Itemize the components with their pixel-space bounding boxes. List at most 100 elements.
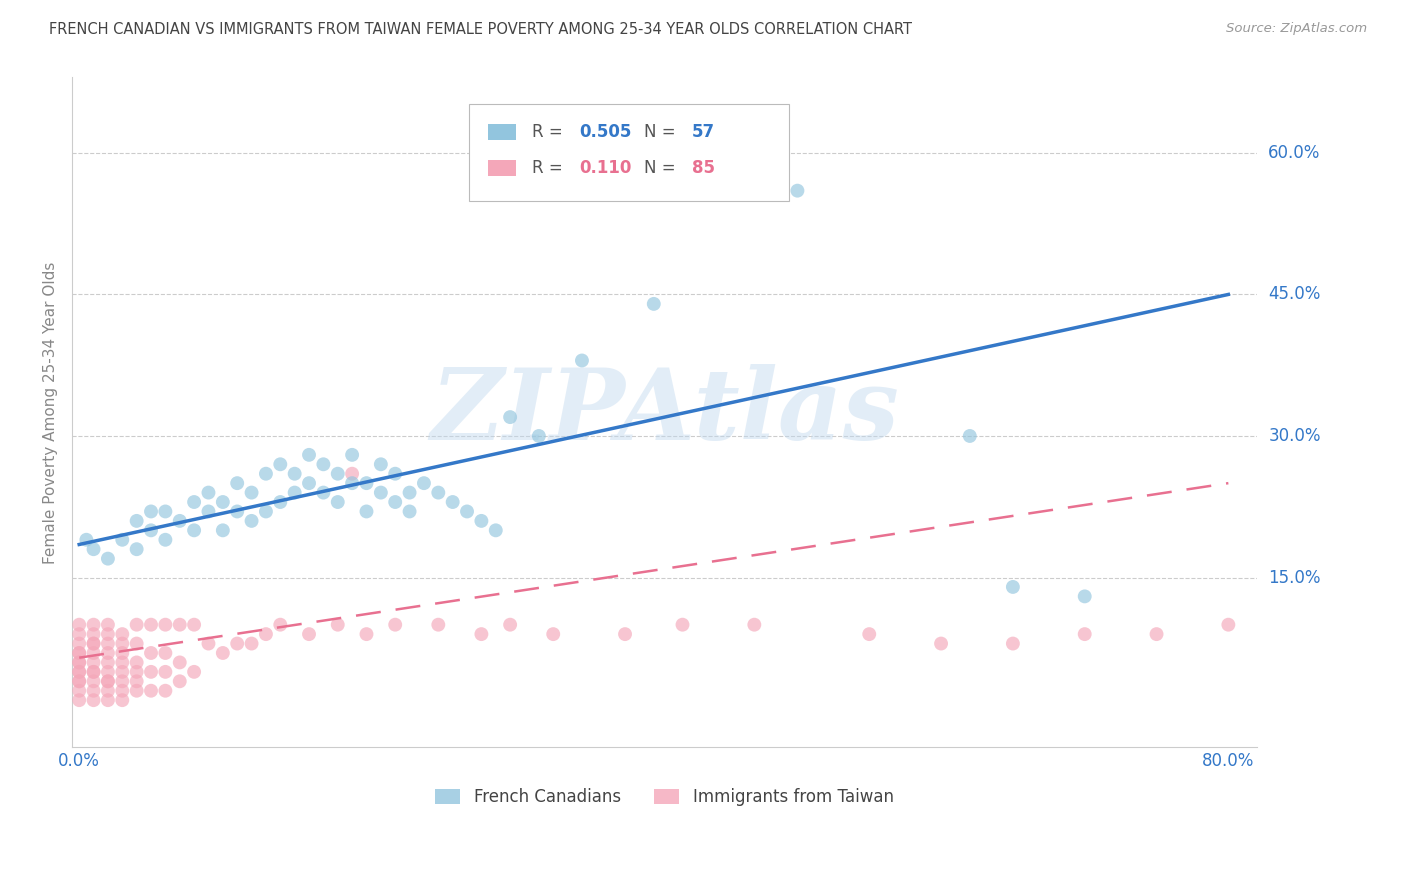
Point	[671, 617, 693, 632]
Point	[269, 457, 291, 471]
Point	[254, 467, 277, 481]
Point	[485, 524, 508, 538]
Point	[929, 636, 952, 650]
Point	[197, 636, 219, 650]
Point	[83, 617, 105, 632]
Point	[67, 617, 90, 632]
Point	[169, 617, 191, 632]
Point	[125, 542, 148, 557]
Point	[456, 504, 478, 518]
Point	[97, 636, 120, 650]
Point	[97, 674, 120, 689]
Point	[298, 476, 321, 491]
Point	[240, 636, 263, 650]
Point	[155, 683, 177, 698]
Text: FRENCH CANADIAN VS IMMIGRANTS FROM TAIWAN FEMALE POVERTY AMONG 25-34 YEAR OLDS C: FRENCH CANADIAN VS IMMIGRANTS FROM TAIWA…	[49, 22, 912, 37]
Point	[1001, 636, 1024, 650]
Point	[83, 665, 105, 679]
Text: 15.0%: 15.0%	[1268, 568, 1320, 587]
Point	[427, 617, 450, 632]
Point	[269, 495, 291, 509]
Point	[356, 627, 378, 641]
Point	[959, 429, 981, 443]
Point	[155, 646, 177, 660]
Text: ZIPAtlas: ZIPAtlas	[430, 364, 898, 460]
Point	[111, 683, 134, 698]
Point	[226, 476, 249, 491]
Point	[97, 551, 120, 566]
Point	[67, 627, 90, 641]
Point	[83, 656, 105, 670]
FancyBboxPatch shape	[488, 160, 516, 176]
Point	[527, 429, 550, 443]
Point	[125, 674, 148, 689]
Text: R =: R =	[531, 159, 574, 177]
Point	[139, 524, 162, 538]
Point	[111, 674, 134, 689]
Point	[111, 656, 134, 670]
Point	[858, 627, 880, 641]
Point	[67, 646, 90, 660]
Point	[197, 485, 219, 500]
Point	[441, 495, 464, 509]
Point	[83, 665, 105, 679]
Point	[169, 674, 191, 689]
Point	[226, 636, 249, 650]
Point	[67, 665, 90, 679]
Point	[1001, 580, 1024, 594]
Point	[139, 646, 162, 660]
Point	[470, 627, 492, 641]
Point	[83, 542, 105, 557]
Point	[326, 617, 349, 632]
Point	[97, 656, 120, 670]
Point	[1218, 617, 1240, 632]
Point	[83, 674, 105, 689]
Point	[211, 524, 233, 538]
Point	[312, 485, 335, 500]
Point	[340, 467, 363, 481]
Point	[125, 656, 148, 670]
Point	[340, 448, 363, 462]
Point	[169, 656, 191, 670]
Point	[155, 533, 177, 547]
Point	[427, 485, 450, 500]
Point	[67, 656, 90, 670]
Point	[614, 627, 637, 641]
Point	[125, 617, 148, 632]
Point	[1073, 590, 1095, 604]
Point	[111, 533, 134, 547]
Point	[298, 448, 321, 462]
Point	[1073, 627, 1095, 641]
Point	[240, 514, 263, 528]
Point	[571, 353, 593, 368]
Point	[67, 693, 90, 707]
Point	[384, 617, 406, 632]
Point	[284, 485, 307, 500]
Point	[83, 636, 105, 650]
Point	[356, 476, 378, 491]
Point	[499, 410, 522, 425]
Point	[83, 683, 105, 698]
Point	[541, 627, 564, 641]
Point	[125, 514, 148, 528]
Point	[97, 693, 120, 707]
Point	[111, 627, 134, 641]
Point	[97, 665, 120, 679]
Text: 0.110: 0.110	[579, 159, 631, 177]
Point	[97, 674, 120, 689]
Point	[312, 457, 335, 471]
Point	[155, 504, 177, 518]
Point	[183, 524, 205, 538]
Text: N =: N =	[644, 159, 682, 177]
Point	[67, 683, 90, 698]
Point	[83, 636, 105, 650]
Point	[125, 665, 148, 679]
Point	[67, 636, 90, 650]
Point	[67, 674, 90, 689]
Point	[97, 683, 120, 698]
Point	[240, 485, 263, 500]
Point	[384, 467, 406, 481]
Point	[326, 495, 349, 509]
Point	[499, 617, 522, 632]
Y-axis label: Female Poverty Among 25-34 Year Olds: Female Poverty Among 25-34 Year Olds	[44, 261, 58, 564]
